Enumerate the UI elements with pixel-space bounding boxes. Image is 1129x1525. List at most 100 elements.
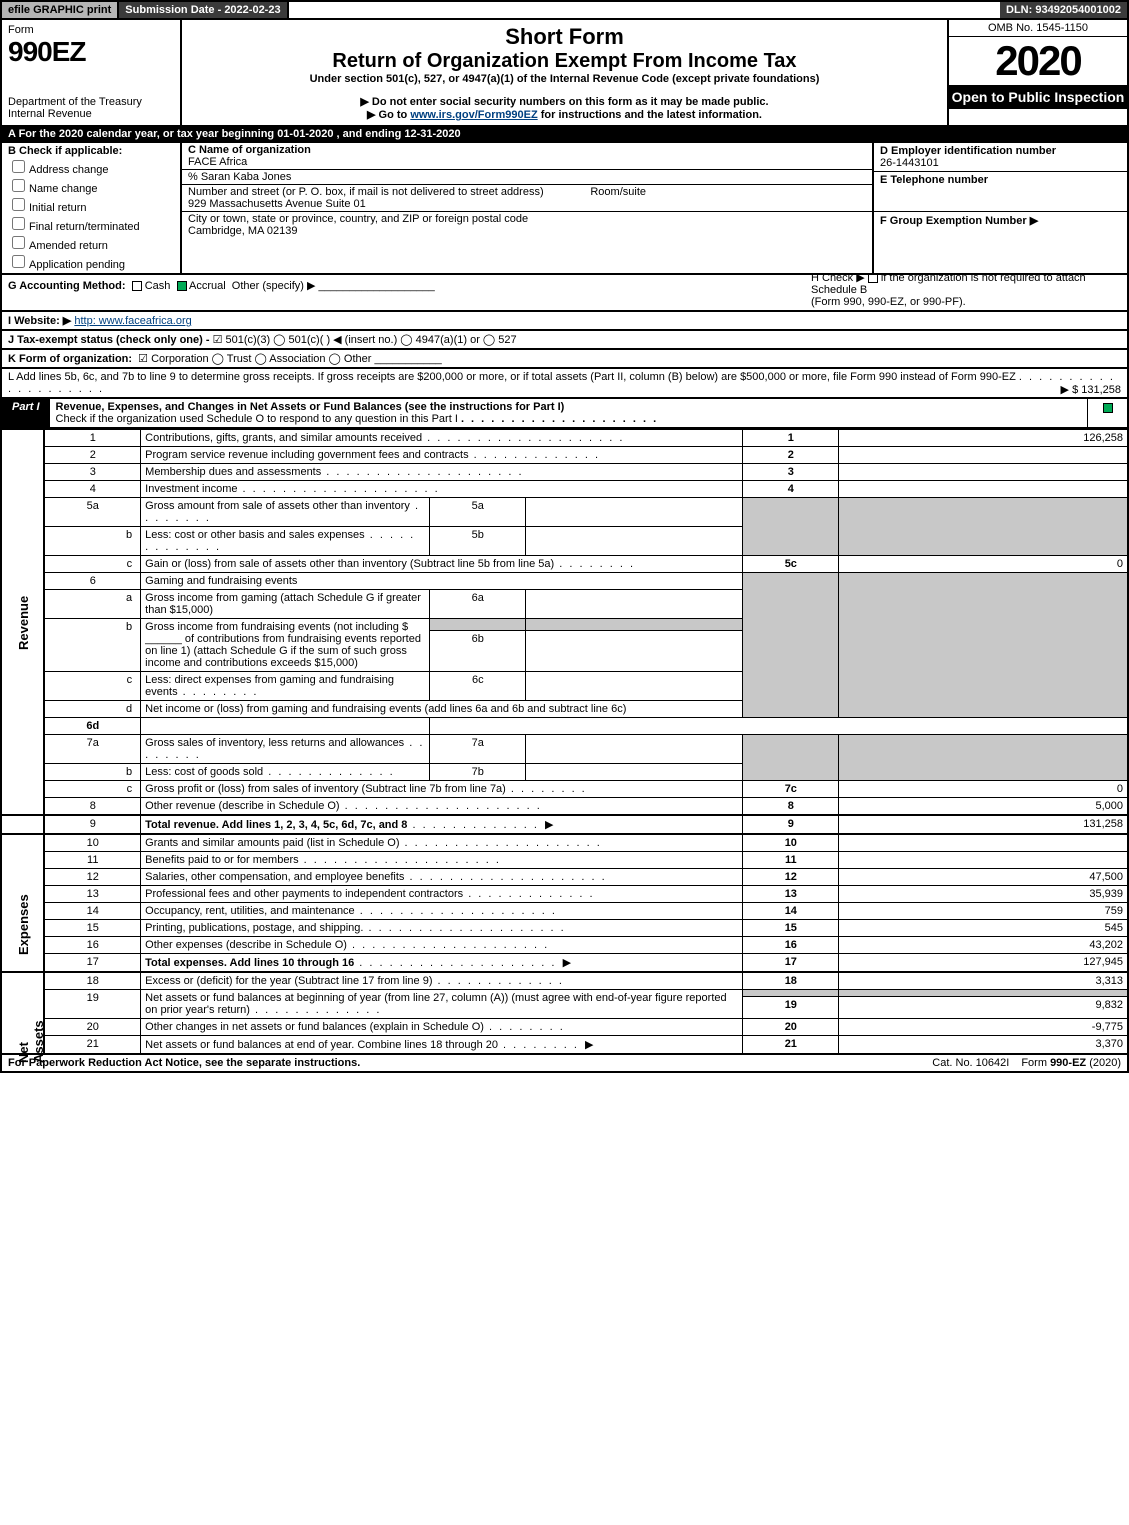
j-label: J Tax-exempt status (check only one) - xyxy=(8,334,213,346)
table-row: 15 Printing, publications, postage, and … xyxy=(1,920,1128,937)
department-label: Department of the Treasury Internal Reve… xyxy=(8,96,174,120)
line-num: 10 xyxy=(44,834,140,852)
line-ref: 20 xyxy=(743,1019,839,1036)
chk-address-change[interactable]: Address change xyxy=(8,157,174,176)
street-label: Number and street (or P. O. box, if mail… xyxy=(188,186,544,198)
revenue-vertical-label-cell: Revenue xyxy=(1,430,44,816)
efile-print-button[interactable]: efile GRAPHIC print xyxy=(2,2,119,18)
line-amount xyxy=(839,852,1128,869)
line-amount xyxy=(839,464,1128,481)
chk-initial-return[interactable]: Initial return xyxy=(8,195,174,214)
mid-line-amount xyxy=(526,631,743,672)
line-ref: 9 xyxy=(743,815,839,834)
line-a-tax-year: A For the 2020 calendar year, or tax yea… xyxy=(0,127,1129,143)
line-desc: Excess or (deficit) for the year (Subtra… xyxy=(141,972,743,990)
line-desc: Membership dues and assessments xyxy=(141,464,743,481)
form-word: Form xyxy=(8,24,174,36)
chk-amended-return[interactable]: Amended return xyxy=(8,233,174,252)
g-cash-checkbox[interactable] xyxy=(132,281,142,291)
table-row: 8 Other revenue (describe in Schedule O)… xyxy=(1,798,1128,816)
part-1-check-cell xyxy=(1087,399,1127,427)
line-amount: -9,775 xyxy=(839,1019,1128,1036)
mid-line-amount xyxy=(526,498,743,527)
form-header: Form 990EZ Department of the Treasury In… xyxy=(0,20,1129,127)
chk-final-return[interactable]: Final return/terminated xyxy=(8,214,174,233)
j-tax-exempt-section: J Tax-exempt status (check only one) - ☑… xyxy=(0,331,1129,350)
line-amount: 127,945 xyxy=(839,954,1128,973)
mid-line-amount xyxy=(526,735,743,764)
g-cash-label: Cash xyxy=(145,280,171,292)
dots xyxy=(461,413,658,425)
line-amount xyxy=(141,718,430,735)
line-amount: 47,500 xyxy=(839,869,1128,886)
grey-cell xyxy=(526,619,743,631)
line-ref: 13 xyxy=(743,886,839,903)
line-desc: Salaries, other compensation, and employ… xyxy=(141,869,743,886)
h-checkbox[interactable] xyxy=(868,273,878,283)
line-amount: 3,370 xyxy=(839,1036,1128,1055)
chk-label: Amended return xyxy=(29,240,108,252)
netassets-vertical-label-cell: Net Assets xyxy=(1,972,44,1054)
table-row: 5a Gross amount from sale of assets othe… xyxy=(1,498,1128,527)
d-ein-row: D Employer identification number 26-1443… xyxy=(874,143,1127,172)
line-num: 4 xyxy=(44,481,140,498)
column-c: C Name of organization FACE Africa % Sar… xyxy=(182,143,872,273)
table-row: 9 Total revenue. Add lines 1, 2, 3, 4, 5… xyxy=(1,815,1128,834)
website-link[interactable]: http: www.faceafrica.org xyxy=(74,315,191,327)
section-b-c-d: B Check if applicable: Address change Na… xyxy=(0,143,1129,275)
line-amount: 0 xyxy=(839,781,1128,798)
dln-label: DLN: 93492054001002 xyxy=(1000,2,1127,18)
line-amount: 131,258 xyxy=(839,815,1128,834)
irs-link[interactable]: www.irs.gov/Form990EZ xyxy=(410,109,537,121)
l-text: L Add lines 5b, 6c, and 7b to line 9 to … xyxy=(8,371,1016,383)
expenses-vertical-label-cell: Expenses xyxy=(1,834,44,972)
mid-line-ref: 5b xyxy=(430,527,526,556)
city-row: City or town, state or province, country… xyxy=(182,212,872,238)
grey-cell xyxy=(743,735,839,781)
part-1-schedule-o-checkbox[interactable] xyxy=(1103,403,1113,413)
line-desc: Professional fees and other payments to … xyxy=(141,886,743,903)
line-num: 18 xyxy=(44,972,140,990)
k-label: K Form of organization: xyxy=(8,353,132,365)
chk-application-pending[interactable]: Application pending xyxy=(8,252,174,271)
arrow-icon: ▶ xyxy=(563,957,571,969)
expenses-vertical-label: Expenses xyxy=(16,894,31,955)
table-row: 6 Gaming and fundraising events xyxy=(1,573,1128,590)
line-sub: a xyxy=(44,590,140,619)
spacer xyxy=(1,815,44,834)
line-num: 11 xyxy=(44,852,140,869)
e-phone-row: E Telephone number xyxy=(874,172,1127,212)
chk-name-change[interactable]: Name change xyxy=(8,176,174,195)
i-website-section: I Website: ▶ http: www.faceafrica.org xyxy=(0,312,1129,331)
line-sub: c xyxy=(44,556,140,573)
grey-cell xyxy=(839,990,1128,997)
line-ref: 8 xyxy=(743,798,839,816)
mid-line-amount xyxy=(526,672,743,701)
line-num: 5a xyxy=(44,498,140,527)
line-amount: 5,000 xyxy=(839,798,1128,816)
line-desc: Gaming and fundraising events xyxy=(141,573,743,590)
grey-cell xyxy=(743,573,839,718)
line-desc: Total expenses. Add lines 10 through 16 … xyxy=(141,954,743,973)
g-accrual-checkbox[interactable] xyxy=(177,281,187,291)
line-desc: Gross profit or (loss) from sales of inv… xyxy=(141,781,743,798)
table-row: 17 Total expenses. Add lines 10 through … xyxy=(1,954,1128,973)
g-other-label: Other (specify) ▶ xyxy=(232,280,316,292)
l-gross-receipts: L Add lines 5b, 6c, and 7b to line 9 to … xyxy=(0,369,1129,399)
chk-label: Name change xyxy=(29,183,98,195)
table-row: 3 Membership dues and assessments 3 xyxy=(1,464,1128,481)
c-name-row: C Name of organization FACE Africa xyxy=(182,143,872,170)
f-group-row: F Group Exemption Number ▶ xyxy=(874,212,1127,229)
line-desc: Gross sales of inventory, less returns a… xyxy=(141,735,430,764)
table-row: 12 Salaries, other compensation, and emp… xyxy=(1,869,1128,886)
top-bar: efile GRAPHIC print Submission Date - 20… xyxy=(0,0,1129,20)
grey-cell xyxy=(839,735,1128,781)
goto-pre: ▶ Go to xyxy=(367,109,410,121)
line-num: 12 xyxy=(44,869,140,886)
grey-cell xyxy=(743,990,839,997)
line-desc: Contributions, gifts, grants, and simila… xyxy=(141,430,743,447)
line-amount: 35,939 xyxy=(839,886,1128,903)
line-ref: 16 xyxy=(743,937,839,954)
line-desc: Other revenue (describe in Schedule O) xyxy=(141,798,743,816)
header-right: OMB No. 1545-1150 2020 Open to Public In… xyxy=(947,20,1127,125)
